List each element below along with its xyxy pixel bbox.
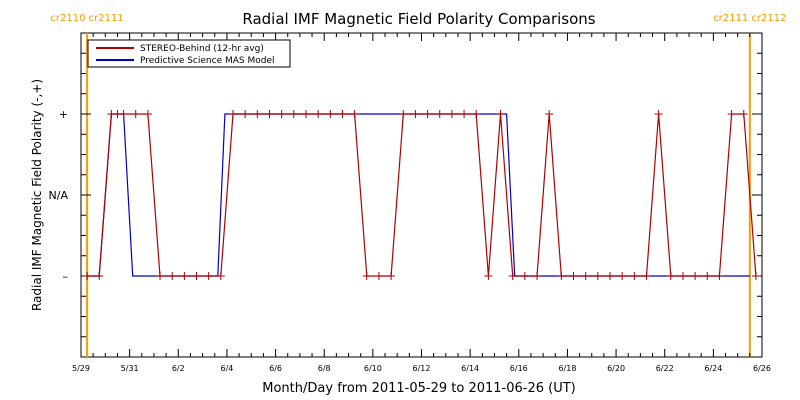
data-point-marker	[399, 110, 408, 118]
x-tick-label: 6/20	[607, 364, 625, 373]
data-point-marker	[642, 272, 651, 280]
plot-frame	[80, 32, 763, 358]
data-point-marker	[703, 272, 712, 280]
data-point-marker	[119, 110, 128, 118]
data-point-marker	[95, 272, 104, 280]
data-point-marker	[301, 110, 310, 118]
data-point-marker	[508, 272, 517, 280]
x-tick-label: 6/4	[220, 364, 233, 373]
data-point-marker	[533, 272, 542, 280]
x-tick-label: 6/26	[753, 364, 771, 373]
data-point-marker	[496, 110, 505, 118]
data-point-marker	[216, 272, 225, 280]
x-tick-label: 6/14	[461, 364, 479, 373]
data-point-marker	[423, 110, 432, 118]
data-point-marker	[229, 110, 238, 118]
data-point-marker	[131, 110, 140, 118]
series-lines	[83, 110, 760, 280]
rotation-marker-label: cr2111 cr2112	[713, 13, 786, 24]
data-point-marker	[338, 110, 347, 118]
data-point-marker	[253, 110, 262, 118]
legend-label: Predictive Science MAS Model	[140, 56, 275, 66]
x-tick-label: 6/8	[318, 364, 331, 373]
data-point-marker	[569, 272, 578, 280]
data-point-marker	[326, 110, 335, 118]
data-point-marker	[387, 272, 396, 280]
data-point-marker	[314, 110, 323, 118]
x-tick-label: 6/22	[656, 364, 674, 373]
data-point-marker	[143, 110, 152, 118]
data-point-marker	[289, 110, 298, 118]
data-point-marker	[265, 110, 274, 118]
data-point-marker	[545, 110, 554, 118]
data-point-marker	[83, 272, 92, 280]
data-point-marker	[241, 110, 250, 118]
x-tick-label: 5/31	[121, 364, 139, 373]
series-line-2	[87, 113, 750, 277]
data-point-marker	[192, 272, 201, 280]
data-point-marker	[739, 110, 748, 118]
data-point-marker	[715, 272, 724, 280]
data-point-marker	[472, 110, 481, 118]
x-tick-label: 5/29	[72, 364, 90, 373]
x-tick-label: 6/16	[510, 364, 528, 373]
data-point-marker	[557, 272, 566, 280]
data-point-marker	[277, 110, 286, 118]
data-point-marker	[605, 272, 614, 280]
y-tick-label: N/A	[49, 189, 69, 202]
data-point-marker	[520, 272, 529, 280]
data-point-marker	[168, 272, 177, 280]
series-line-1	[87, 113, 757, 277]
data-point-marker	[751, 272, 760, 280]
data-point-marker	[654, 110, 663, 118]
data-point-marker	[362, 272, 371, 280]
y-tick-label: +	[59, 108, 68, 121]
data-point-marker	[411, 110, 420, 118]
data-point-marker	[460, 110, 469, 118]
legend-label: STEREO-Behind (12-hr avg)	[140, 44, 264, 54]
legend-box	[87, 39, 291, 68]
data-point-marker	[678, 272, 687, 280]
data-point-marker	[691, 272, 700, 280]
data-point-marker	[204, 272, 213, 280]
data-point-marker	[180, 272, 189, 280]
x-tick-label: 6/12	[413, 364, 431, 373]
legend: STEREO-Behind (12-hr avg) Predictive Scie…	[87, 39, 291, 68]
data-point-marker	[484, 272, 493, 280]
data-point-marker	[374, 272, 383, 280]
x-tick-label: 6/2	[172, 364, 185, 373]
y-axis-label: Radial IMF Magnetic Field Polarity (-,+)	[30, 79, 44, 311]
x-tick-label: 6/18	[558, 364, 576, 373]
axis-ticks: 5/29 5/31 6/2 6/4 6/6 6/8 6/10 6/12 6/14 6/16 6/18…	[49, 33, 771, 373]
data-point-marker	[618, 272, 627, 280]
data-point-marker	[593, 272, 602, 280]
data-point-marker	[630, 272, 639, 280]
data-point-marker	[350, 110, 359, 118]
x-tick-label: 6/6	[269, 364, 282, 373]
chart-title: Radial IMF Magnetic Field Polarity Compa…	[242, 10, 595, 28]
rotation-marker-label: cr2110 cr2111	[50, 13, 123, 24]
data-point-marker	[727, 110, 736, 118]
data-point-marker	[156, 272, 165, 280]
x-tick-label: 6/10	[364, 364, 382, 373]
x-axis-label: Month/Day from 2011-05-29 to 2011-06-26 …	[262, 381, 575, 396]
x-tick-label: 6/24	[704, 364, 722, 373]
data-point-marker	[666, 272, 675, 280]
data-point-marker	[435, 110, 444, 118]
data-point-marker	[447, 110, 456, 118]
y-tick-label: –	[63, 270, 69, 283]
data-point-marker	[581, 272, 590, 280]
